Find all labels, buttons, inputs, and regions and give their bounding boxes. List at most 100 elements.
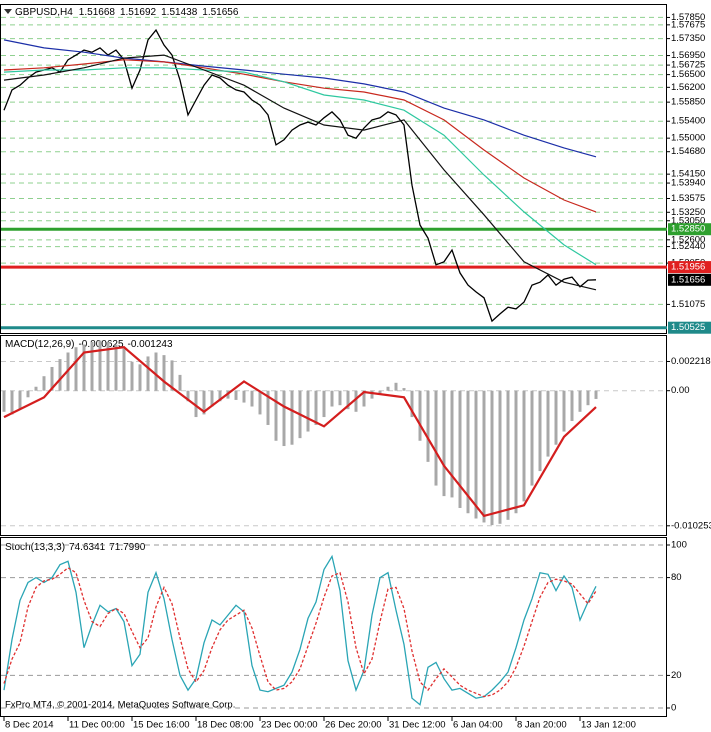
macd-bar	[18, 390, 22, 410]
y-tick-label: 1.53250	[671, 207, 705, 218]
macd-panel	[0, 335, 667, 536]
macd-bar	[130, 361, 134, 391]
macd-bar	[178, 374, 182, 391]
macd-bar	[426, 390, 430, 462]
level-label: 1.52850	[671, 224, 705, 235]
macd-bar	[538, 390, 542, 472]
macd-bar	[50, 366, 54, 391]
macd-bar	[458, 390, 462, 508]
macd-name: MACD(12,26,9)	[5, 339, 74, 350]
macd-bar	[2, 390, 6, 412]
macd-bar	[290, 390, 294, 445]
price-panel	[0, 4, 667, 334]
macd-bar	[314, 390, 318, 425]
y-tick-label: 1.51075	[671, 299, 705, 310]
macd-bar	[106, 341, 110, 391]
macd-bar	[306, 390, 310, 432]
high: 1.51692	[120, 7, 157, 18]
macd-title: MACD(12,26,9)-0.000625-0.001243	[5, 339, 173, 350]
macd-bar	[202, 390, 206, 415]
macd-bar	[210, 390, 214, 407]
macd-bar	[586, 390, 590, 406]
macd-bar	[162, 355, 166, 391]
stoch-signal: 71.7990	[109, 542, 146, 553]
macd-bar	[562, 390, 566, 432]
price-title: GBPUSD,H4 1.51668 1.51692 1.51438 1.51656	[15, 7, 239, 18]
macd-bar	[42, 376, 46, 391]
macd-bar	[386, 386, 390, 391]
macd-bar	[138, 364, 142, 391]
y-tick-label: 100	[671, 540, 687, 551]
macd-bar	[442, 390, 446, 497]
price-line	[3, 28, 597, 323]
y-tick-label: 1.55400	[671, 116, 705, 127]
macd-bar	[98, 340, 102, 391]
macd-bar	[362, 390, 366, 407]
indicator-line	[3, 39, 597, 158]
macd-bar	[522, 390, 526, 502]
y-tick-label: 1.56200	[671, 82, 705, 93]
macd-bar	[82, 344, 86, 391]
x-tick-label: 15 Dec 16:00	[133, 720, 190, 731]
x-tick-label: 8 Dec 2014	[5, 720, 54, 731]
y-tick-label: 0	[671, 703, 676, 714]
macd-bar	[330, 390, 334, 407]
stoch-name: Stoch(13,3,3)	[5, 542, 65, 553]
macd-bar	[194, 390, 198, 418]
level-label: 1.51956	[671, 262, 705, 273]
macd-bar	[274, 390, 278, 441]
y-tick-label: 1.56500	[671, 69, 705, 80]
macd-signal: -0.001243	[128, 339, 173, 350]
y-tick-label: 1.55850	[671, 97, 705, 108]
macd-bar	[378, 390, 382, 394]
price-tag	[668, 273, 711, 286]
close: 1.51656	[202, 7, 239, 18]
macd-bar	[250, 390, 254, 407]
x-tick-label: 6 Jan 04:00	[453, 720, 503, 731]
x-tick-label: 18 Dec 08:00	[197, 720, 254, 731]
macd-bar	[234, 390, 238, 400]
indicator-line	[3, 554, 597, 706]
current-price: 1.51656	[671, 274, 705, 285]
macd-bar	[482, 390, 486, 523]
macd-bar	[354, 390, 358, 412]
y-tick-label: 1.52440	[671, 241, 705, 252]
symbol: GBPUSD,H4	[15, 7, 73, 18]
x-tick-label: 13 Jan 12:00	[581, 720, 636, 731]
indicator-line	[3, 59, 597, 213]
y-tick-label: 1.56725	[671, 60, 705, 71]
macd-bar	[506, 390, 510, 520]
level-label: 1.50525	[671, 322, 705, 333]
y-tick-label: 1.53940	[671, 178, 705, 189]
stoch-main: 74.6341	[69, 542, 106, 553]
macd-bar	[90, 341, 94, 391]
y-tick-label: -0.010253	[671, 520, 711, 531]
macd-bar	[434, 390, 438, 486]
low: 1.51438	[161, 7, 198, 18]
macd-bar	[170, 360, 174, 391]
y-tick-label: 1.57850	[671, 12, 705, 23]
macd-bar	[322, 390, 326, 418]
stoch-panel	[0, 537, 667, 717]
macd-bar	[394, 382, 398, 391]
macd-bar	[530, 390, 534, 486]
y-tick-label: 20	[671, 670, 682, 681]
macd-bar	[10, 390, 14, 415]
macd-bar	[34, 386, 38, 391]
macd-bar	[418, 390, 422, 441]
macd-bar	[450, 390, 454, 498]
x-tick-label: 23 Dec 00:00	[261, 720, 318, 731]
footer: FxPro MT4, © 2001-2014, MetaQuotes Softw…	[5, 700, 235, 711]
level-tag	[668, 321, 711, 334]
macd-bar	[594, 390, 598, 399]
macd-bar	[578, 390, 582, 412]
stoch-title: Stoch(13,3,3) 74.6341 71.7990	[5, 542, 146, 553]
y-tick-label: 1.57350	[671, 33, 705, 44]
macd-bar	[186, 390, 190, 402]
macd-bar	[514, 390, 518, 514]
open: 1.51668	[79, 7, 116, 18]
y-tick-label: 1.57675	[671, 19, 705, 30]
macd-bar	[114, 344, 118, 391]
macd-bar	[154, 352, 158, 391]
